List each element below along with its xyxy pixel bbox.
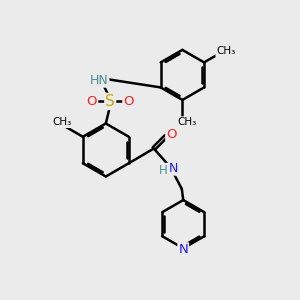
Text: N: N <box>178 243 188 256</box>
Text: HN: HN <box>90 74 108 87</box>
Text: CH₃: CH₃ <box>177 117 196 127</box>
Text: CH₃: CH₃ <box>53 117 72 127</box>
Text: S: S <box>105 94 115 109</box>
Text: O: O <box>87 95 97 108</box>
Text: CH₃: CH₃ <box>216 46 236 56</box>
Text: O: O <box>166 128 177 141</box>
Text: O: O <box>123 95 134 108</box>
Text: N: N <box>169 162 178 175</box>
Text: H: H <box>159 164 168 177</box>
